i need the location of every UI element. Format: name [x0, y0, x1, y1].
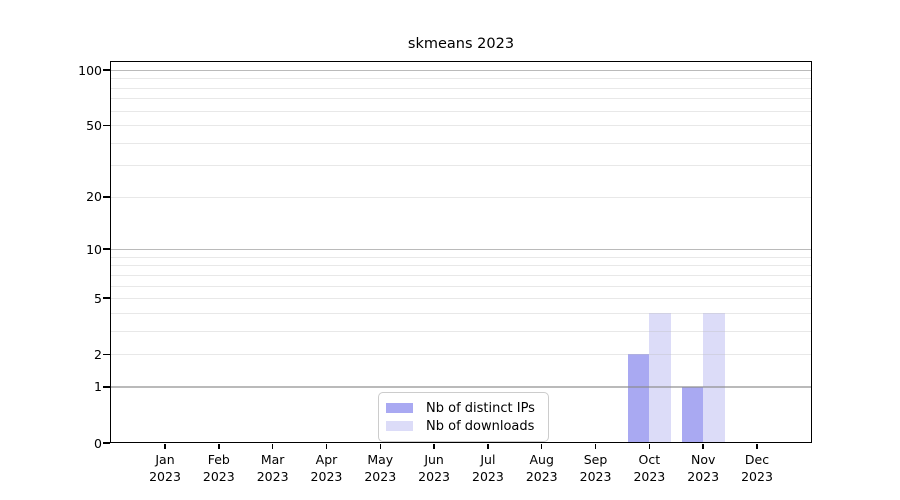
y-tick-mark: [103, 248, 110, 250]
legend-swatch-downloads: [386, 421, 413, 431]
gridline-major: [110, 69, 812, 71]
chart-title: skmeans 2023: [407, 36, 515, 52]
y-tick-label: 0: [94, 435, 102, 451]
bar-nov-downloads: [703, 312, 725, 443]
gridline-minor: [110, 274, 812, 276]
gridline-minor: [110, 354, 812, 356]
x-tick-mark: [648, 443, 651, 449]
x-tick-month: Sep: [583, 452, 608, 467]
bar-oct-ips: [627, 354, 650, 443]
x-tick-label-sep: Sep 2023: [568, 451, 624, 485]
x-tick-mark: [756, 443, 758, 449]
x-tick-year: 2023: [741, 469, 773, 484]
x-tick-year: 2023: [256, 469, 289, 484]
x-tick-month: Jun: [424, 452, 444, 467]
x-tick-year: 2023: [633, 469, 666, 484]
y-tick-label: 50: [86, 117, 102, 133]
x-tick-month: Jul: [480, 452, 496, 467]
y-tick-label: 100: [78, 62, 102, 78]
legend-label-downloads: Nb of downloads: [426, 418, 535, 434]
y-tick-mark: [103, 196, 110, 198]
gridline-minor: [110, 285, 812, 287]
x-tick-label-dec: Dec 2023: [729, 451, 785, 485]
y-tick-label: 2: [94, 346, 102, 362]
y-tick-mark: [103, 386, 110, 388]
gridline-minor: [110, 330, 812, 332]
x-tick-month: Feb: [207, 452, 230, 467]
x-tick-year: 2023: [687, 469, 720, 484]
x-tick-mark: [594, 443, 597, 449]
y-tick-label: 1: [94, 379, 102, 395]
x-tick-month: May: [367, 452, 394, 467]
gridline-major: [110, 248, 812, 250]
x-tick-year: 2023: [202, 469, 235, 484]
x-tick-mark: [433, 443, 435, 449]
bar-oct-downloads: [649, 312, 671, 443]
x-tick-year: 2023: [579, 469, 612, 484]
x-tick-month: Mar: [260, 452, 285, 467]
legend-swatch-distinct-ips: [386, 403, 413, 413]
gridline-minor: [110, 256, 812, 258]
x-tick-year: 2023: [149, 469, 181, 484]
x-tick-month: Dec: [744, 452, 770, 467]
gridline-minor: [110, 298, 812, 300]
legend-item-distinct-ips: Nb of distinct IPs: [386, 400, 535, 416]
gridline-minor: [110, 165, 812, 167]
x-tick-month: Oct: [638, 452, 661, 467]
x-tick-mark: [325, 443, 328, 449]
bar-nov-ips: [681, 386, 704, 443]
x-tick-month: Apr: [315, 452, 338, 467]
x-tick-label-nov: Nov 2023: [675, 451, 731, 485]
x-tick-label-may: May 2023: [352, 451, 408, 485]
x-tick-month: Nov: [690, 452, 716, 467]
gridline-minor: [110, 196, 812, 198]
x-tick-mark: [379, 443, 381, 449]
x-tick-year: 2023: [418, 469, 450, 484]
gridline-minor: [110, 78, 812, 80]
x-tick-label-aug: Aug 2023: [514, 451, 570, 485]
gridline-minor: [110, 87, 812, 89]
x-tick-mark: [541, 443, 543, 449]
x-tick-mark: [218, 443, 220, 449]
x-tick-mark: [487, 443, 489, 449]
x-tick-year: 2023: [472, 469, 504, 484]
y-tick-label: 5: [94, 290, 102, 306]
x-tick-mark: [164, 443, 166, 449]
y-tick-mark: [103, 353, 110, 355]
x-tick-month: Jan: [155, 452, 175, 467]
legend-item-downloads: Nb of downloads: [386, 418, 535, 434]
x-tick-year: 2023: [525, 469, 558, 484]
x-tick-label-jan: Jan 2023: [137, 451, 193, 485]
x-tick-year: 2023: [364, 469, 397, 484]
x-tick-label-jun: Jun 2023: [406, 451, 462, 485]
x-tick-label-feb: Feb 2023: [191, 451, 247, 485]
x-tick-label-mar: Mar 2023: [245, 451, 301, 485]
x-tick-month: Aug: [529, 452, 554, 467]
y-tick-mark: [103, 69, 110, 71]
gridline-minor: [110, 98, 812, 100]
x-tick-year: 2023: [310, 469, 343, 484]
gridline-minor: [110, 110, 812, 112]
x-tick-label-jul: Jul 2023: [460, 451, 516, 485]
x-tick-label-apr: Apr 2023: [298, 451, 354, 485]
gridline-minor: [110, 312, 812, 314]
gridline-major: [110, 386, 812, 388]
y-tick-mark: [103, 442, 110, 444]
y-tick-label: 10: [86, 241, 102, 257]
y-tick-label: 20: [86, 189, 102, 205]
x-tick-mark: [702, 443, 704, 449]
gridline-minor: [110, 125, 812, 127]
legend-label-distinct-ips: Nb of distinct IPs: [426, 400, 535, 416]
gridline-minor: [110, 265, 812, 267]
legend: Nb of distinct IPs Nb of downloads: [378, 392, 549, 442]
y-tick-mark: [103, 124, 110, 126]
y-tick-mark: [103, 297, 110, 299]
x-tick-label-oct: Oct 2023: [621, 451, 677, 485]
x-tick-mark: [271, 443, 274, 449]
gridline-minor: [110, 142, 812, 144]
